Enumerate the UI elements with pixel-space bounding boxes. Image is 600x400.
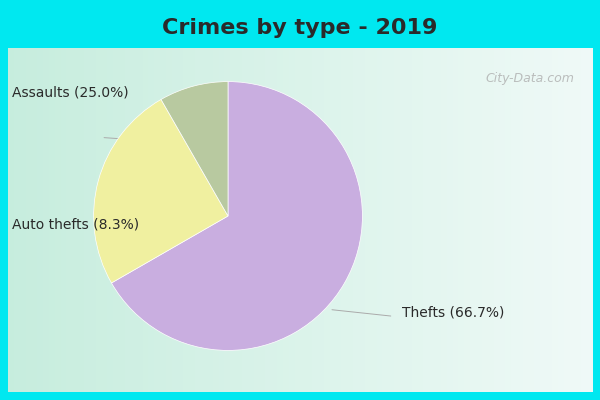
Wedge shape xyxy=(94,100,228,283)
Wedge shape xyxy=(161,82,228,216)
Wedge shape xyxy=(112,82,362,350)
Text: Assaults (25.0%): Assaults (25.0%) xyxy=(12,85,128,99)
Text: Thefts (66.7%): Thefts (66.7%) xyxy=(402,305,505,319)
Text: Crimes by type - 2019: Crimes by type - 2019 xyxy=(163,18,437,38)
Text: Auto thefts (8.3%): Auto thefts (8.3%) xyxy=(12,217,139,231)
Text: City-Data.com: City-Data.com xyxy=(486,72,575,85)
